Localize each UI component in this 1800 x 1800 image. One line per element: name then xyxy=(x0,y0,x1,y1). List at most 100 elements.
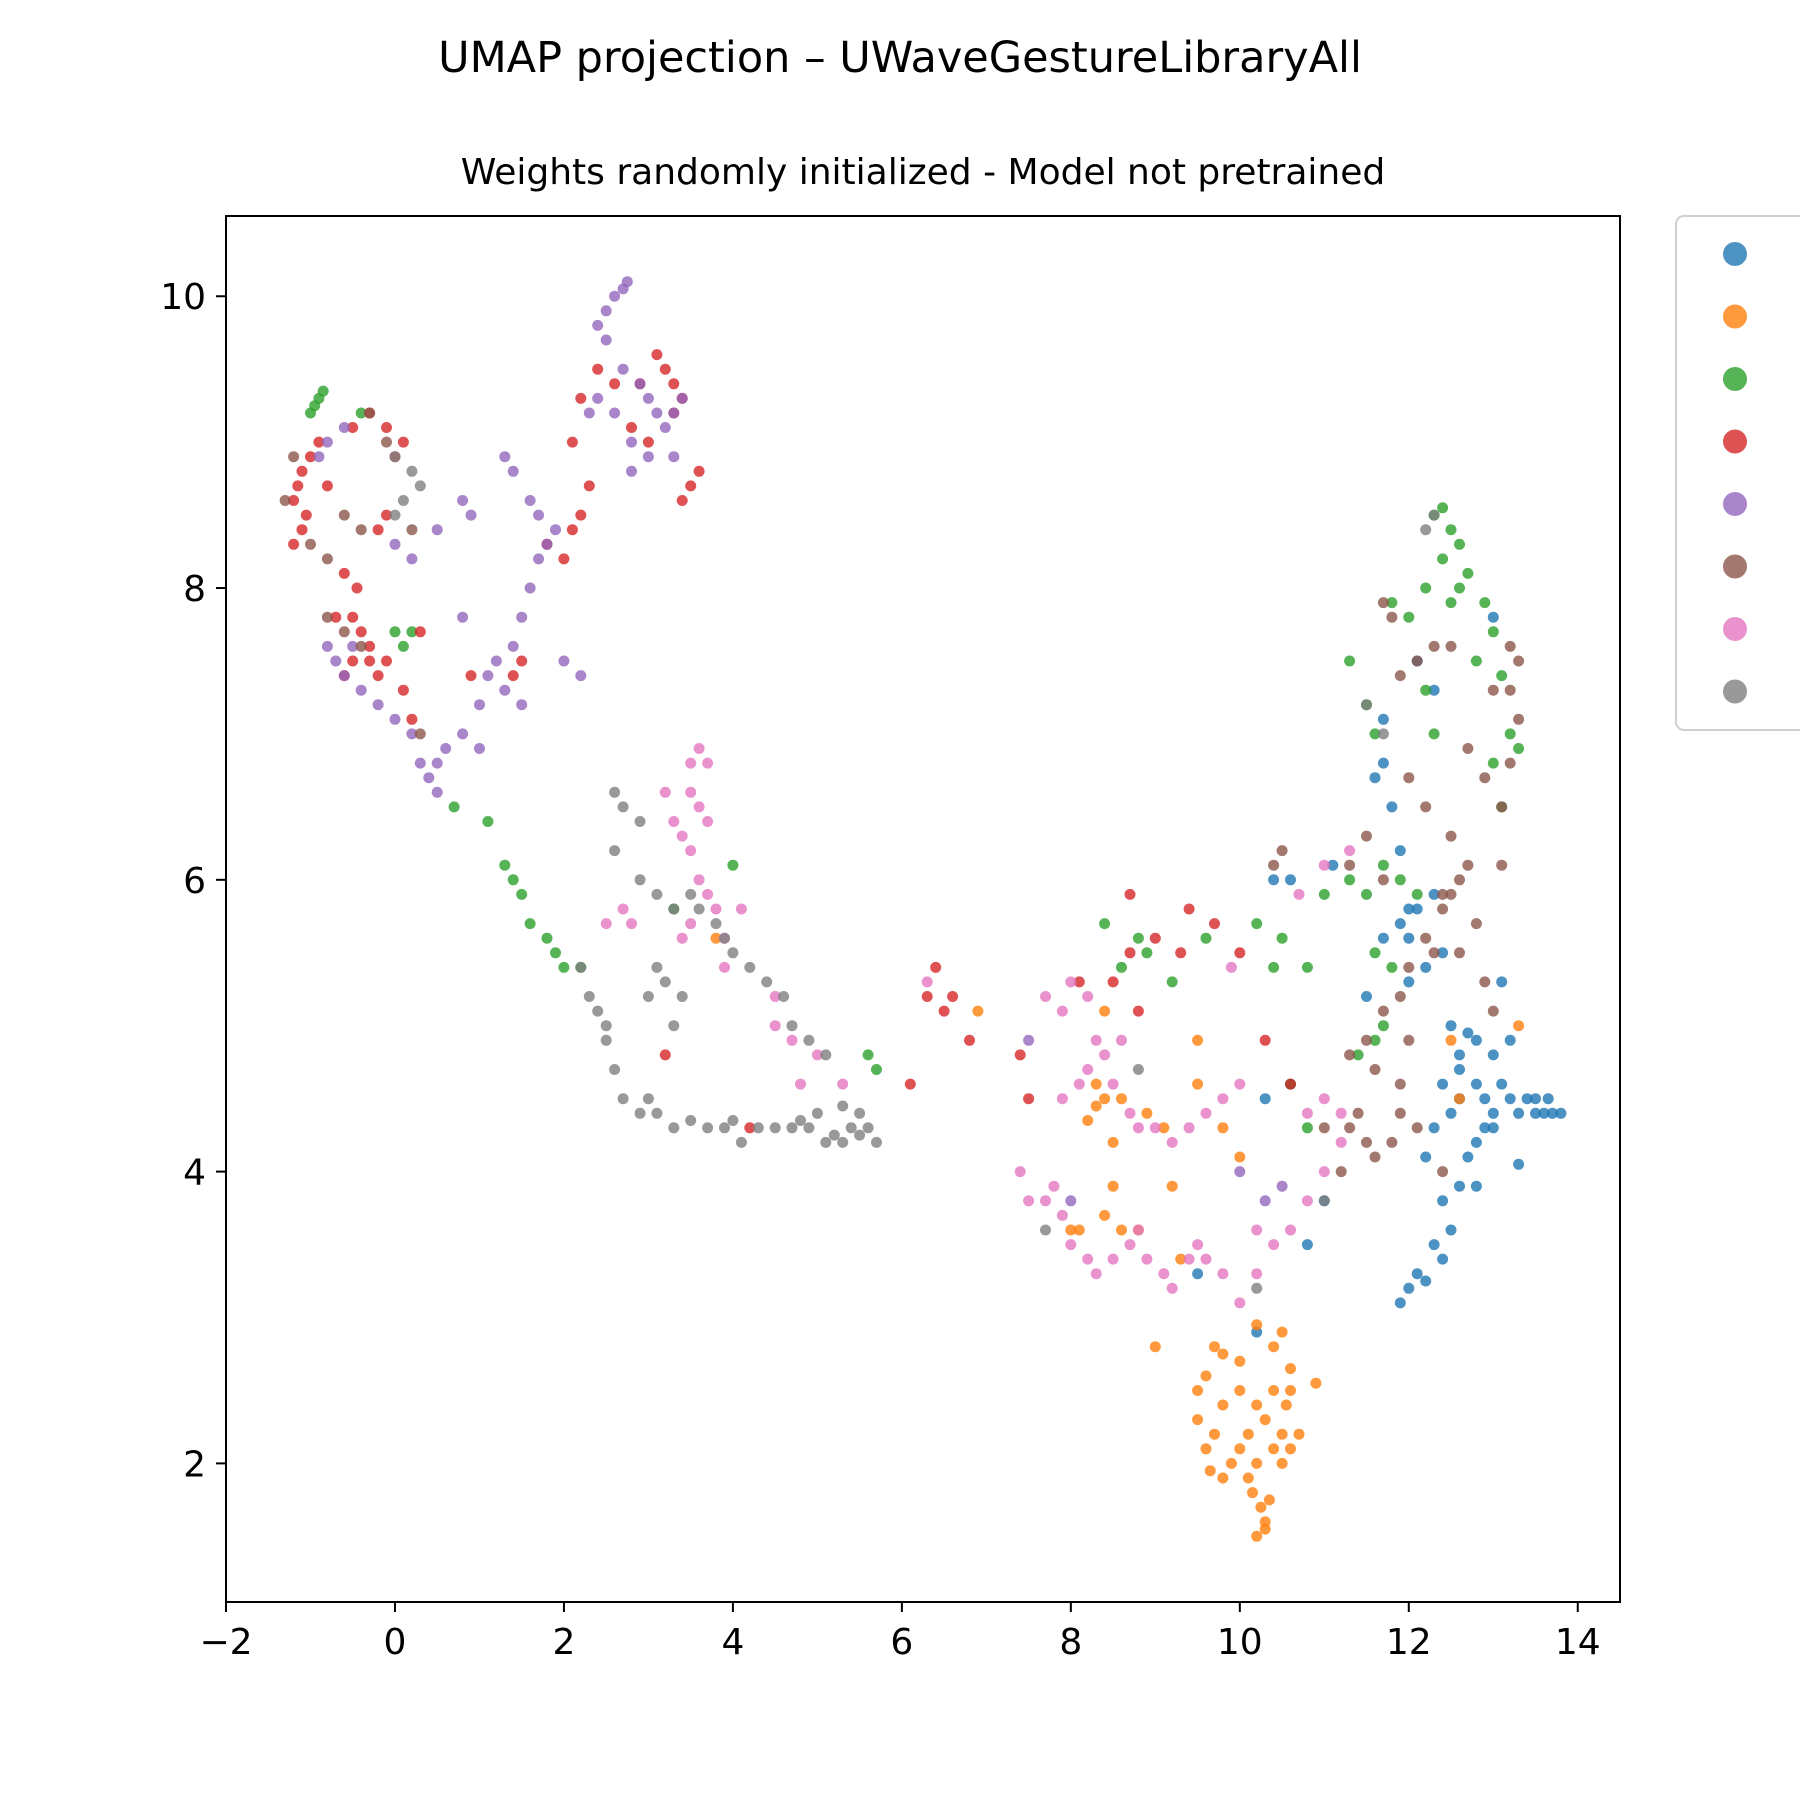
data-point xyxy=(1479,1093,1491,1105)
data-point xyxy=(1437,553,1449,565)
data-point xyxy=(575,670,587,682)
data-point xyxy=(904,1078,916,1090)
data-point xyxy=(642,392,654,404)
data-point xyxy=(1318,888,1330,900)
data-point xyxy=(621,276,633,288)
data-point xyxy=(1403,932,1415,944)
data-point xyxy=(1454,1093,1465,1105)
data-point xyxy=(499,684,511,696)
data-point xyxy=(330,655,342,667)
data-point xyxy=(778,991,790,1002)
data-point xyxy=(1268,874,1280,886)
data-point xyxy=(321,553,333,565)
data-point xyxy=(355,640,367,652)
data-point xyxy=(871,1136,882,1148)
data-point xyxy=(364,640,376,652)
data-point xyxy=(651,888,663,900)
data-point xyxy=(1166,1180,1178,1192)
data-point xyxy=(1234,1443,1246,1455)
data-point xyxy=(347,611,359,623)
data-point xyxy=(381,509,392,521)
data-point xyxy=(1555,1107,1567,1119)
data-point xyxy=(499,451,511,463)
data-point xyxy=(321,436,333,448)
data-point xyxy=(642,451,654,463)
data-point xyxy=(1014,1049,1026,1061)
data-point xyxy=(1251,1224,1263,1236)
data-point xyxy=(592,363,604,375)
data-point xyxy=(575,392,587,404)
data-point xyxy=(1530,1107,1541,1119)
data-point xyxy=(1276,1457,1288,1469)
data-point xyxy=(609,1064,621,1075)
data-point xyxy=(1040,991,1051,1002)
data-point xyxy=(1234,1385,1246,1396)
data-point xyxy=(1175,947,1187,959)
data-point xyxy=(1217,1268,1229,1280)
data-point xyxy=(482,670,494,682)
data-point xyxy=(1183,1253,1195,1265)
data-point xyxy=(558,655,570,667)
data-point xyxy=(389,626,401,638)
data-point xyxy=(1204,1465,1216,1477)
data-point xyxy=(1530,1093,1541,1105)
data-point xyxy=(1462,567,1474,579)
data-point xyxy=(321,480,333,492)
data-point xyxy=(854,1129,866,1141)
data-point xyxy=(592,1005,604,1017)
data-point xyxy=(1116,961,1127,973)
data-point xyxy=(1209,918,1220,930)
data-point xyxy=(1099,1005,1111,1017)
data-point xyxy=(309,400,321,412)
data-point xyxy=(710,918,722,930)
data-point xyxy=(347,422,359,433)
data-point xyxy=(609,290,621,302)
data-point xyxy=(1504,1034,1516,1046)
data-point xyxy=(1183,1122,1195,1134)
data-point xyxy=(397,436,409,448)
data-point xyxy=(1403,772,1415,784)
data-point xyxy=(1479,1122,1491,1134)
data-point xyxy=(1124,888,1136,900)
data-point xyxy=(1023,1093,1035,1105)
data-point xyxy=(524,582,536,594)
data-point xyxy=(592,319,604,331)
data-point xyxy=(1107,1253,1119,1265)
data-point xyxy=(938,1005,950,1017)
data-point xyxy=(1487,1005,1499,1017)
data-point xyxy=(558,553,570,565)
data-point xyxy=(685,1115,697,1126)
data-point xyxy=(1132,1064,1144,1075)
data-point xyxy=(1259,1523,1271,1535)
x-tick-label: 6 xyxy=(890,1622,913,1663)
data-point xyxy=(1242,1428,1254,1440)
data-point xyxy=(1014,1166,1026,1178)
data-point xyxy=(1352,1107,1364,1119)
data-point xyxy=(1386,961,1398,973)
data-point xyxy=(1268,859,1280,871)
data-point xyxy=(1259,1034,1271,1046)
data-point xyxy=(448,801,460,813)
data-point xyxy=(676,495,688,506)
data-point xyxy=(1513,713,1525,725)
data-point xyxy=(710,903,722,915)
data-point xyxy=(930,961,942,973)
data-point xyxy=(1369,947,1381,959)
data-point xyxy=(1394,670,1406,682)
data-point xyxy=(1428,509,1440,521)
chart-subtitle: Weights randomly initialized - Model not… xyxy=(460,152,1386,193)
data-point xyxy=(727,947,739,959)
data-point xyxy=(457,611,469,623)
data-point xyxy=(1192,1414,1204,1426)
data-point xyxy=(1132,1122,1144,1134)
data-point xyxy=(566,436,578,448)
data-point xyxy=(355,684,367,696)
data-point xyxy=(583,991,595,1002)
data-point xyxy=(600,334,612,346)
x-tick-label: 4 xyxy=(721,1622,744,1663)
data-point xyxy=(1420,524,1432,536)
data-point xyxy=(1301,1195,1313,1207)
data-point xyxy=(1437,1078,1449,1090)
